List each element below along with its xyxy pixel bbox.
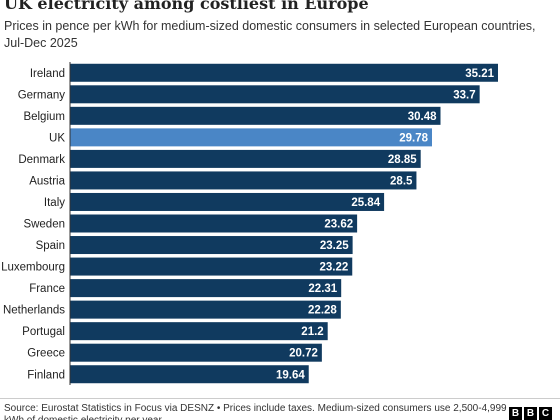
y-tick-label: Portugal	[22, 326, 65, 338]
y-tick-label: Sweden	[23, 219, 65, 231]
value-label: 35.21	[465, 68, 494, 80]
value-label: 22.28	[308, 305, 337, 317]
value-label: 29.78	[399, 132, 428, 144]
bar	[70, 106, 441, 125]
bar	[70, 171, 417, 190]
bar	[70, 322, 328, 341]
value-label: 28.85	[388, 154, 417, 166]
y-tick-label: Finland	[27, 369, 65, 381]
bar	[70, 236, 353, 255]
value-label: 30.48	[408, 111, 437, 123]
bar	[70, 128, 432, 147]
value-label: 19.64	[276, 369, 305, 381]
value-label: 21.2	[301, 326, 323, 338]
y-tick-label: Belgium	[23, 111, 65, 123]
bar	[70, 279, 342, 298]
value-label: 23.62	[324, 219, 353, 231]
y-tick-label: Ireland	[30, 68, 65, 80]
value-label: 23.25	[320, 240, 349, 252]
bar	[70, 343, 322, 362]
y-tick-label: Germany	[18, 89, 66, 101]
logo-letter: C	[539, 407, 552, 420]
chart-title: UK electricity among costliest in Europe	[4, 0, 369, 13]
logo-letter: B	[524, 407, 537, 420]
chart-subtitle: Prices in pence per kWh for medium-sized…	[4, 19, 536, 50]
bar	[70, 63, 498, 82]
value-label: 33.7	[453, 89, 475, 101]
y-tick-label: UK	[49, 132, 65, 144]
source-note: Source: Eurostat Statistics in Focus via…	[4, 403, 507, 420]
y-tick-label: Spain	[36, 240, 65, 252]
value-label: 22.31	[308, 283, 337, 295]
y-tick-label: Italy	[44, 197, 65, 209]
divider	[0, 398, 560, 399]
bar	[70, 192, 385, 211]
chart: Ireland 35.21 Germany 33.7 Belgium 30.48 UK 29.…	[1, 62, 498, 385]
bar	[70, 149, 421, 168]
y-tick-label: Luxembourg	[1, 262, 65, 274]
y-tick-label: Greece	[27, 348, 65, 360]
value-label: 25.84	[351, 197, 380, 209]
y-tick-label: France	[29, 283, 65, 295]
bar	[70, 214, 358, 233]
value-label: 28.5	[390, 175, 413, 187]
value-label: 23.22	[319, 262, 348, 274]
y-tick-label: Netherlands	[3, 305, 65, 317]
y-tick-label: Austria	[29, 175, 65, 187]
bar	[70, 300, 341, 319]
bar	[70, 257, 353, 276]
bar	[70, 365, 309, 384]
value-label: 20.72	[289, 348, 318, 360]
bar	[70, 85, 480, 104]
y-tick-label: Denmark	[18, 154, 65, 166]
logo-letter: B	[509, 407, 522, 420]
